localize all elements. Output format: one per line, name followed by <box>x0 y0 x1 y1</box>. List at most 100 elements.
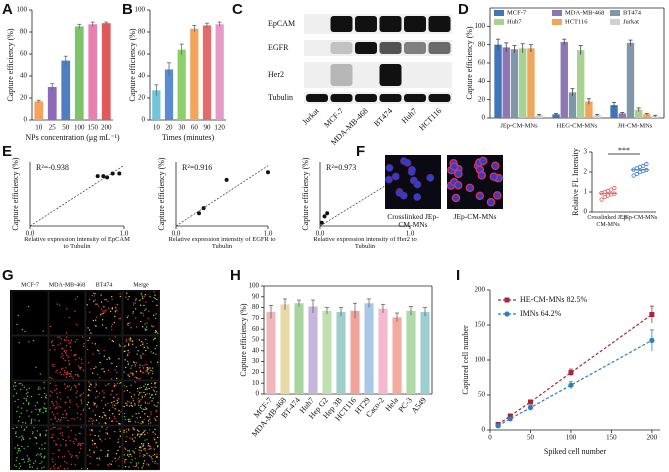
cell-dot <box>127 353 129 355</box>
cell-dot <box>20 439 23 441</box>
cell-dot <box>97 435 100 437</box>
cell-dot <box>28 387 30 390</box>
cell-dot <box>36 467 38 469</box>
error-bar <box>554 113 559 116</box>
cell-dot <box>43 466 45 468</box>
cell-dot <box>17 444 19 447</box>
cell-dot <box>75 386 77 389</box>
cell-dot <box>96 349 99 351</box>
cell-dot <box>19 388 22 391</box>
cell-dot <box>139 299 141 301</box>
cell-dot <box>118 398 120 400</box>
cell-dot <box>135 298 137 300</box>
cell-dot <box>132 302 135 304</box>
cell-dot <box>12 395 15 397</box>
cell-dot <box>113 396 115 399</box>
cell-dot <box>93 295 95 297</box>
cell-dot <box>94 386 96 388</box>
cell-dot <box>88 298 91 301</box>
cell-dot <box>107 454 109 456</box>
cell-dot <box>76 390 78 392</box>
error-bar <box>217 21 222 27</box>
legend-swatch <box>610 10 620 16</box>
x-tick-label: Crosslinked JEp-CM-MNs <box>587 215 629 228</box>
cell-dot <box>14 381 17 384</box>
cell-dot <box>106 432 108 435</box>
cell-dot <box>93 300 95 302</box>
cell-dot <box>55 388 58 390</box>
legend-marker <box>504 311 510 317</box>
cell-dot <box>129 339 132 341</box>
cell-dot <box>86 348 89 351</box>
cell-dot <box>23 429 25 431</box>
cell-dot <box>69 372 72 375</box>
cell-dot <box>21 458 23 461</box>
cell-dot <box>38 393 40 396</box>
blot-band <box>379 64 402 86</box>
cell-dot <box>124 345 126 347</box>
cell-dot <box>90 390 92 392</box>
cell-dot <box>31 418 33 421</box>
y-tick-label: 40 <box>20 72 28 80</box>
cell-dot <box>130 327 132 329</box>
cell-dot <box>82 392 85 394</box>
cell-dot <box>93 367 95 370</box>
cell-dot <box>43 392 46 395</box>
cell-dot <box>115 384 117 386</box>
blot-band <box>404 42 426 54</box>
error-bar <box>36 99 41 103</box>
cell-dot <box>17 406 19 408</box>
y-tick-label: 40 <box>138 72 146 80</box>
x-tick-label: 1.0 <box>120 230 129 238</box>
cell-dot <box>152 367 154 369</box>
error-bar <box>512 45 517 53</box>
cell-dot <box>133 465 135 468</box>
cell-dot <box>134 363 136 366</box>
cell-dot <box>56 413 59 415</box>
bar <box>527 48 535 119</box>
marker <box>507 413 513 419</box>
cell-dot <box>155 411 157 413</box>
cell-dot <box>146 369 149 371</box>
x-tick-label: 50 <box>527 434 535 442</box>
cell-dot <box>50 437 52 439</box>
bar <box>510 49 519 118</box>
cell-dot <box>105 428 107 431</box>
cell-dot <box>135 413 137 415</box>
cell-dot <box>87 327 89 329</box>
bar <box>152 90 161 120</box>
cell-dot <box>63 383 66 385</box>
cell-dot <box>118 410 120 412</box>
point <box>101 174 106 179</box>
y-axis-label: Relative FL Intensity <box>571 148 580 216</box>
cell-dot <box>17 447 20 450</box>
cell-dot <box>91 430 93 432</box>
cell-dot <box>78 383 80 385</box>
cell-dot <box>29 463 31 466</box>
cell-dot <box>141 467 143 469</box>
error-bar <box>339 307 343 317</box>
cell-dot <box>45 409 47 412</box>
cell-dot <box>74 310 76 313</box>
cell-dot <box>154 294 156 296</box>
bar <box>560 41 568 118</box>
cell-dot <box>103 355 106 357</box>
cell-dot <box>148 464 150 467</box>
cell-dot <box>76 403 78 405</box>
cell-dot <box>146 452 148 455</box>
cell-dot <box>119 345 121 347</box>
cell-dot <box>21 435 23 437</box>
cell-dot <box>88 389 90 391</box>
cell-dot <box>124 359 126 361</box>
cell-dot <box>116 371 118 374</box>
cell-dot <box>112 412 114 415</box>
legend-label: MCF-7 <box>507 9 527 16</box>
cell-dot <box>75 455 77 457</box>
cell-dot <box>114 408 116 410</box>
y-tick-label: 20 <box>478 95 486 103</box>
bar <box>420 311 430 394</box>
cell-dot <box>142 443 145 445</box>
cell-dot <box>36 430 38 432</box>
cell-dot <box>88 337 91 339</box>
cell-dot <box>94 343 97 345</box>
